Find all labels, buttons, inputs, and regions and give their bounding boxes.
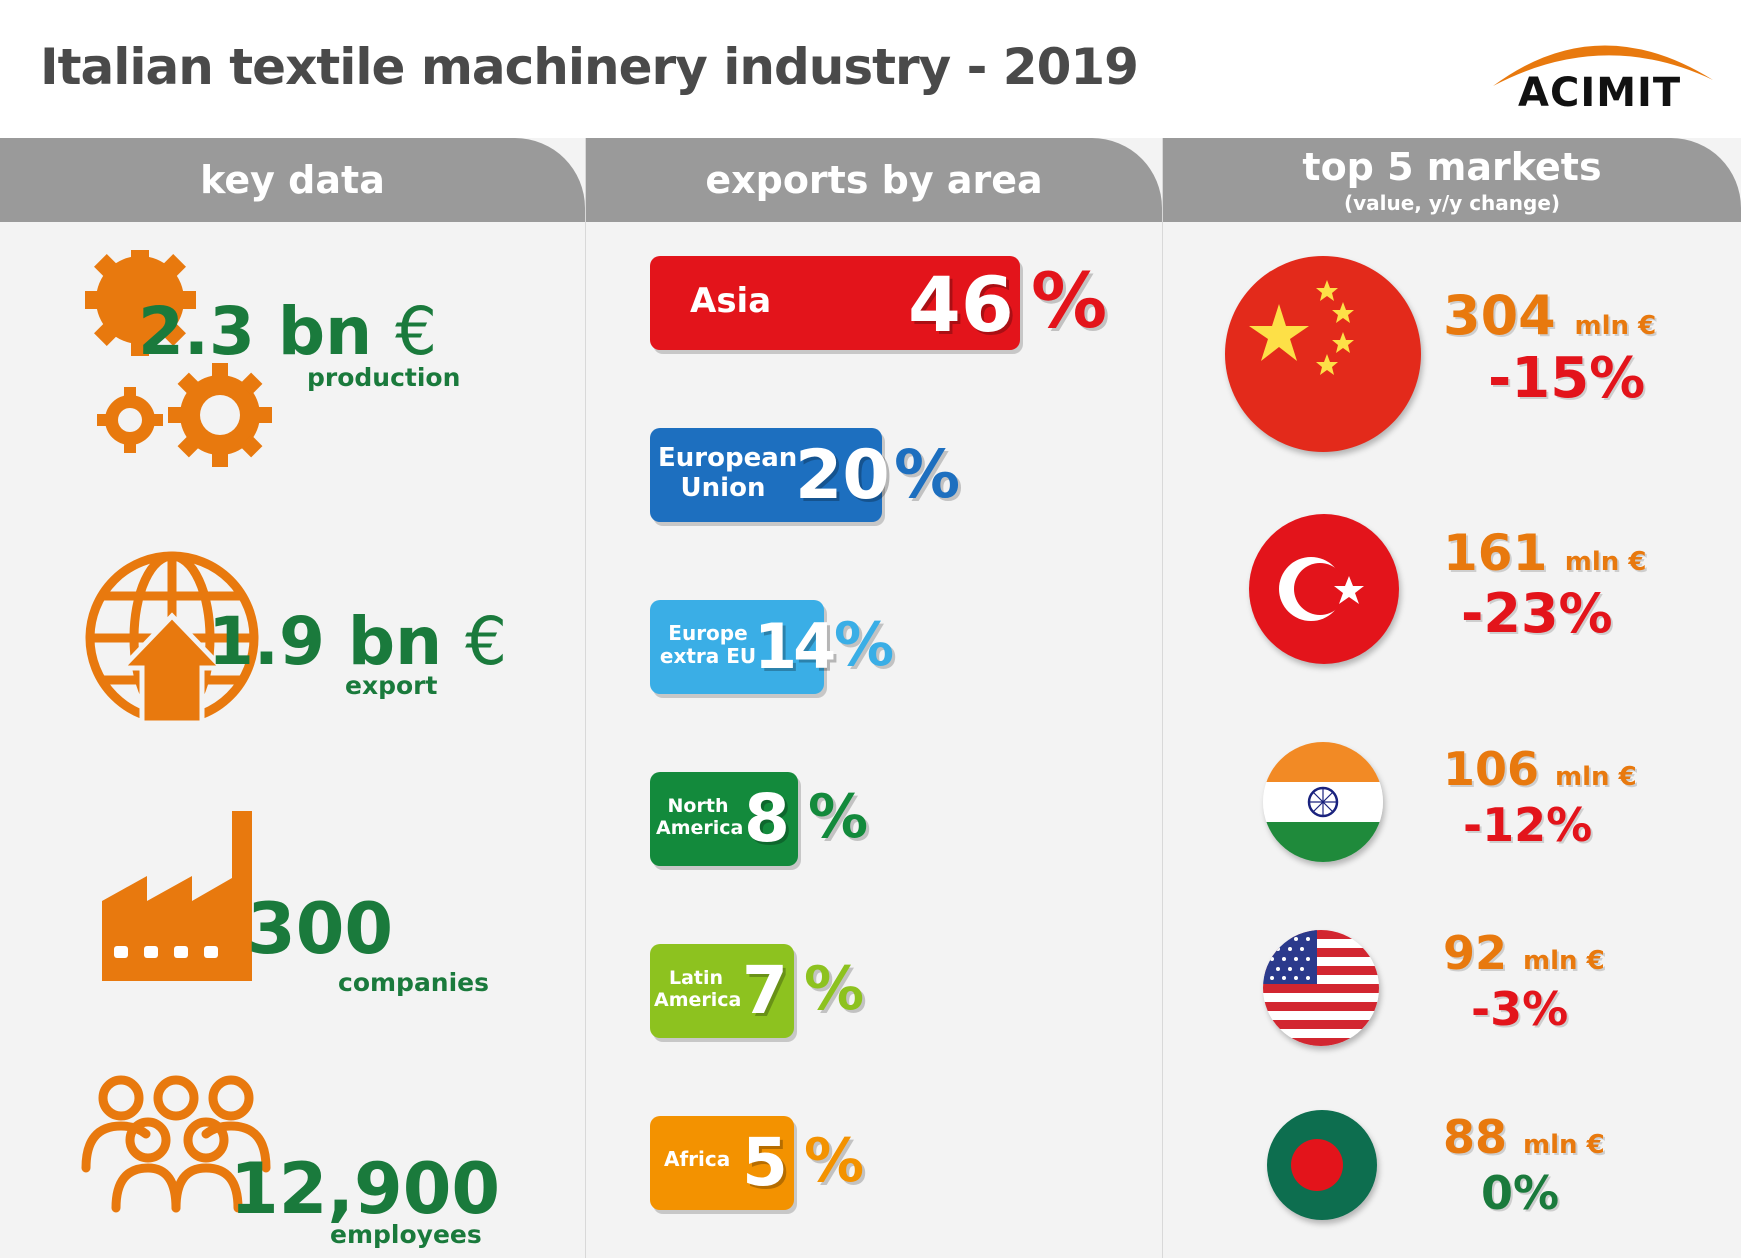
production-amount: 2.3 bn — [138, 293, 373, 370]
export-percent-sign: % — [834, 610, 895, 680]
market-value: 304 mln € — [1443, 284, 1656, 347]
market-unit: mln € — [1564, 547, 1647, 577]
markets-subtitle: (value, y/y change) — [1343, 191, 1561, 215]
production-unit: € — [395, 293, 438, 370]
export-value: 14 — [754, 610, 836, 683]
india-flag-icon — [1263, 742, 1383, 862]
bangladesh-flag-icon — [1267, 1110, 1377, 1220]
export-bar-north-america: North America 8 — [650, 772, 798, 866]
export-area-label: Africa — [664, 1147, 731, 1171]
logo-text: ACIMIT — [1518, 70, 1682, 116]
key-data-title: key data — [200, 158, 385, 202]
markets-header: top 5 markets (value, y/y change) — [1163, 138, 1741, 222]
market-value: 106 mln € — [1443, 742, 1637, 796]
companies-value: 300 — [247, 888, 394, 970]
market-value: 88 mln € — [1443, 1110, 1605, 1164]
area-line-1: Europe — [668, 621, 748, 645]
key-data-header: key data — [0, 138, 585, 222]
market-unit: mln € — [1574, 311, 1657, 341]
factory-icon — [102, 811, 252, 981]
china-flag-icon — [1225, 256, 1421, 452]
export-area-label: Latin America — [654, 967, 742, 1012]
export-value: 1.9 bn € — [208, 603, 507, 680]
export-value: 46 — [908, 260, 1014, 349]
export-bar-asia: Asia 46 — [650, 256, 1020, 350]
market-change: -12% — [1463, 798, 1593, 852]
market-value: 161 mln € — [1443, 524, 1646, 582]
page-title: Italian textile machinery industry - 201… — [40, 38, 1139, 96]
market-change: 0% — [1481, 1166, 1560, 1220]
employees-value: 12,900 — [230, 1148, 501, 1230]
market-amount: 92 — [1443, 926, 1508, 980]
export-bar-eu: European Union 20 — [650, 428, 890, 522]
employees-label: employees — [330, 1220, 482, 1249]
export-area-label: North America — [656, 795, 744, 840]
export-label: export — [345, 671, 438, 700]
exports-column: exports by area Asia 46 % European Union… — [586, 138, 1165, 1258]
market-change: -3% — [1471, 982, 1569, 1036]
export-bar-africa: Africa 5 — [650, 1116, 794, 1210]
market-unit: mln € — [1523, 1130, 1605, 1160]
export-value: 7 — [742, 952, 788, 1029]
market-change: -23% — [1461, 582, 1613, 645]
area-line-1: North — [667, 795, 729, 817]
area-line-1: European — [658, 443, 798, 473]
export-area-label: Asia — [690, 281, 772, 321]
market-change: -15% — [1488, 346, 1646, 411]
area-line-2: America — [656, 816, 744, 839]
acimit-logo: ACIMIT — [1488, 28, 1718, 128]
exports-title: exports by area — [705, 158, 1043, 202]
companies-label: companies — [338, 968, 490, 997]
markets-title: top 5 markets — [1302, 145, 1602, 189]
logo-arc-icon — [1493, 45, 1713, 86]
people-icon — [81, 1075, 271, 1213]
market-value: 92 mln € — [1443, 926, 1605, 980]
market-amount: 88 — [1443, 1110, 1508, 1164]
globe-export-icon — [85, 551, 259, 726]
production-label: production — [307, 363, 461, 392]
area-line-2: America — [654, 988, 742, 1011]
export-percent-sign: % — [1031, 256, 1108, 345]
markets-column: top 5 markets (value, y/y change) 304 ml… — [1163, 138, 1741, 1258]
export-unit: € — [465, 603, 508, 680]
usa-flag-icon — [1263, 930, 1379, 1046]
export-percent-sign: % — [894, 436, 961, 513]
export-bar-latin-america: Latin America 7 — [650, 944, 794, 1038]
export-bar-europe-extra-eu: Europe extra EU 14 — [650, 600, 836, 694]
area-line-2: extra EU — [659, 644, 757, 668]
export-percent-sign: % — [808, 782, 869, 852]
market-amount: 304 — [1443, 284, 1556, 347]
export-area-label: European Union — [658, 443, 797, 504]
area-line-2: Union — [680, 472, 766, 503]
production-value: 2.3 bn € — [138, 293, 437, 370]
export-amount: 1.9 bn — [208, 603, 443, 680]
export-area-label: Europe extra EU — [654, 622, 762, 668]
market-unit: mln € — [1523, 946, 1605, 976]
market-amount: 161 — [1443, 524, 1548, 582]
export-value: 20 — [795, 436, 890, 515]
turkey-flag-icon — [1249, 514, 1399, 664]
export-value: 8 — [744, 780, 790, 857]
export-percent-sign: % — [804, 954, 865, 1024]
gears-icon — [85, 250, 272, 467]
market-amount: 106 — [1443, 742, 1540, 796]
market-unit: mln € — [1555, 762, 1637, 792]
area-line-1: Latin — [668, 967, 724, 989]
export-value: 5 — [742, 1124, 788, 1201]
key-data-column: key data — [0, 138, 588, 1258]
export-percent-sign: % — [804, 1126, 865, 1196]
exports-header: exports by area — [586, 138, 1162, 222]
